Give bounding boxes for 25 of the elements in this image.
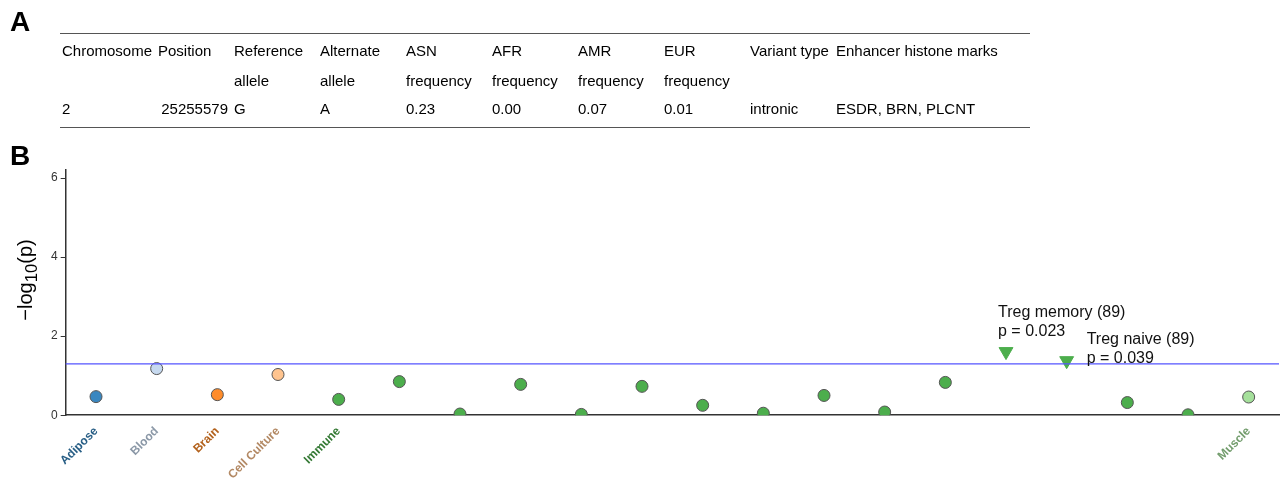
text: intronic: [749, 99, 800, 119]
y-tick-label: 2: [50, 328, 58, 343]
text: 0.07: [577, 99, 609, 119]
text: 0.23: [405, 99, 437, 119]
category-label: Enhancer histone marks: [835, 41, 999, 61]
text: 0.00: [491, 99, 523, 119]
category-label: Position: [157, 41, 213, 61]
category-label: EUR frequency: [663, 41, 731, 91]
category-label: Alternate allele: [319, 41, 382, 91]
text: 0.01: [663, 99, 695, 119]
text: ESDR, BRN, PLCNT: [835, 99, 977, 119]
chart-title: B: [10, 140, 31, 172]
y-tick-label: 6: [50, 170, 58, 185]
text: A: [10, 6, 31, 38]
category-label: AMR frequency: [577, 41, 645, 91]
category-label: Reference allele: [233, 41, 305, 91]
text: G: [233, 99, 247, 119]
category-label: AFR frequency: [491, 41, 559, 91]
category-label: Variant type: [749, 41, 830, 61]
y-tick-label: 4: [50, 249, 58, 264]
text: A: [319, 99, 331, 119]
y-tick-label: 0: [50, 407, 58, 422]
category-label: Chromosome: [61, 41, 154, 61]
text: 25255579: [160, 99, 229, 119]
category-label: ASN frequency: [405, 41, 473, 91]
